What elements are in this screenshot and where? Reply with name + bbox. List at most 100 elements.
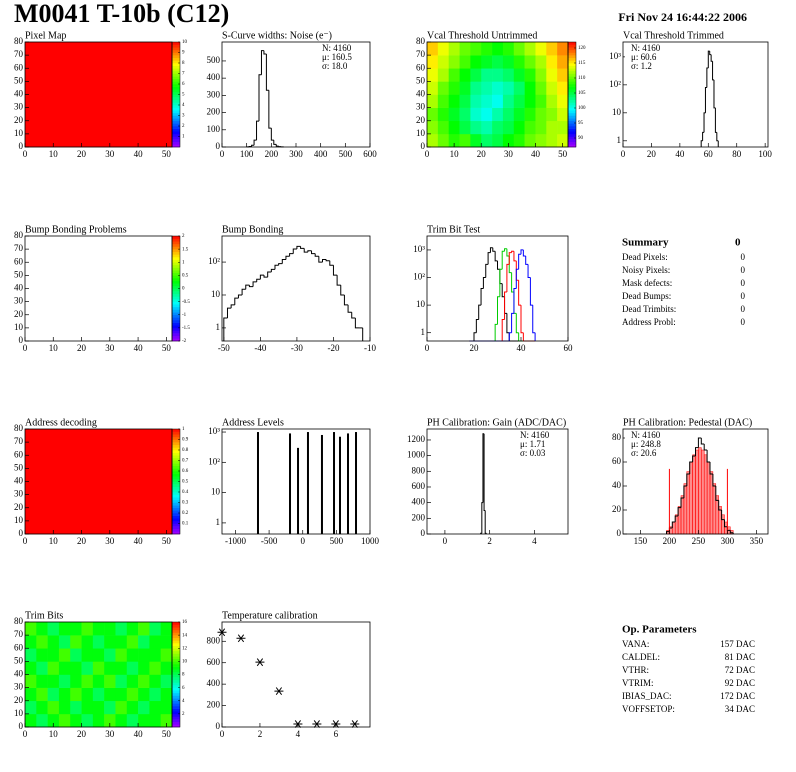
- summary-label: Dead Trimbits:: [622, 304, 676, 314]
- palette-step: [172, 272, 180, 276]
- palette-step: [172, 434, 180, 438]
- heat-cell: [70, 661, 82, 675]
- x-tick-label: 30: [105, 536, 115, 546]
- palette-step: [172, 42, 180, 45]
- palette-step: [568, 120, 576, 124]
- y-tick-label: 1000: [407, 450, 426, 460]
- heat-cell: [160, 661, 173, 675]
- x-tick-label: 200: [265, 149, 279, 159]
- heat-cell: [524, 55, 536, 69]
- palette-step: [172, 65, 180, 69]
- hist-fill: [701, 449, 705, 535]
- palette-step: [172, 695, 180, 699]
- heat-cell: [58, 661, 71, 675]
- x-tick-label: 0: [220, 149, 225, 159]
- hist-step: [274, 264, 279, 270]
- palette-step: [172, 520, 180, 524]
- heat-cell: [25, 674, 37, 688]
- palette-tick-label: 0: [182, 287, 185, 292]
- heat-cell: [149, 661, 161, 675]
- y-tick-label: 30: [14, 296, 24, 306]
- y-tick-label: 50: [14, 655, 24, 665]
- y-tick-label: 400: [207, 72, 221, 82]
- palette-step: [172, 144, 180, 148]
- hist-step: [706, 450, 710, 463]
- hist-step: [267, 271, 272, 278]
- palette-step: [172, 314, 180, 318]
- heat-cell: [470, 81, 482, 95]
- palette-step: [568, 49, 576, 53]
- heat-cell: [557, 133, 569, 148]
- hist-step: [707, 50, 710, 69]
- hist-step: [697, 437, 702, 448]
- heat-cell: [481, 68, 493, 82]
- hist-fill: [692, 454, 696, 535]
- heat-cell: [81, 713, 94, 728]
- y-tick-label: 800: [207, 635, 221, 645]
- x-tick-label: 4: [532, 536, 537, 546]
- y-tick-label: 20: [416, 115, 426, 125]
- palette-step: [172, 643, 180, 646]
- heat-cell: [535, 55, 547, 69]
- heat-cell: [524, 107, 536, 122]
- hist-step: [268, 90, 272, 129]
- chart-title: Address Levels: [222, 417, 284, 428]
- heat-cell: [427, 68, 439, 82]
- hist-step: [499, 268, 503, 297]
- heat-cell: [25, 635, 37, 649]
- palette-step: [172, 131, 180, 135]
- palette-step: [172, 528, 180, 532]
- y-tick-label: 50: [416, 75, 426, 85]
- y-tick-label: 20: [14, 115, 24, 125]
- y-tick-label: 80: [14, 423, 24, 433]
- hist-step: [296, 245, 301, 249]
- heat-cell: [160, 700, 173, 715]
- heat-cell: [546, 81, 558, 95]
- hist-step: [506, 313, 510, 334]
- hist-step: [332, 265, 338, 276]
- heat-cell: [459, 133, 471, 148]
- y-tick-label: 70: [416, 49, 426, 59]
- y-tick-label: 50: [14, 75, 24, 85]
- heat-cell: [459, 94, 471, 108]
- plot-frame: [24, 235, 173, 342]
- hist-step: [729, 530, 734, 534]
- heat-cell: [81, 635, 94, 649]
- palette-step: [172, 241, 180, 245]
- palette-step: [172, 115, 180, 119]
- palette-step: [172, 44, 180, 48]
- palette-step: [172, 719, 180, 723]
- spike: [320, 434, 323, 534]
- heat-cell: [557, 94, 569, 108]
- x-tick-label: 20: [647, 149, 657, 159]
- heat-cell: [481, 81, 493, 95]
- hist-step: [671, 521, 676, 528]
- x-tick-label: 2: [487, 536, 492, 546]
- heat-cell: [160, 674, 173, 688]
- heat-cell: [126, 700, 139, 715]
- palette-step: [172, 713, 180, 717]
- x-tick-label: -40: [254, 343, 266, 353]
- palette-step: [172, 136, 180, 140]
- palette-step: [172, 246, 180, 250]
- palette-step: [172, 656, 180, 660]
- palette-step: [172, 63, 180, 66]
- y-tick-label: 10²: [208, 456, 220, 466]
- palette-step: [568, 123, 576, 127]
- palette-step: [568, 68, 576, 72]
- hist-step: [226, 307, 232, 318]
- hist-step: [714, 107, 717, 133]
- x-tick-label: 50: [162, 343, 172, 353]
- heat-cell: [492, 81, 504, 95]
- heat-cell: [126, 648, 139, 662]
- x-tick-label: 600: [363, 149, 377, 159]
- x-tick-label: 40: [134, 729, 144, 739]
- y-tick-label: 1200: [407, 434, 426, 444]
- y-tick-label: 50: [14, 269, 24, 279]
- x-tick-label: 20: [77, 536, 87, 546]
- y-tick-label: 0: [617, 528, 622, 538]
- op-label: VOFFSETOP:: [622, 704, 675, 714]
- heat-cell: [70, 622, 82, 636]
- heat-cell: [149, 635, 161, 649]
- palette-step: [172, 139, 180, 143]
